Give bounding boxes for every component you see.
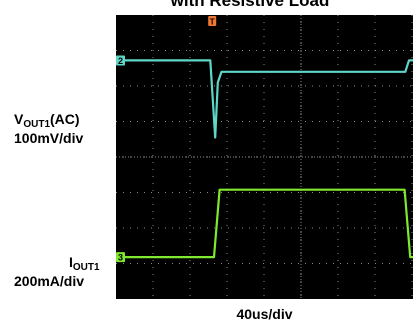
- iout1-label-main: I: [69, 254, 73, 270]
- channel-marker-2: [116, 55, 125, 66]
- channel-marker-3: [116, 252, 125, 263]
- vout1-label-sub: OUT1: [23, 119, 51, 130]
- oscilloscope-screen: 2 3 T: [116, 15, 413, 299]
- iout1-label: IOUT1 200mA/div: [14, 254, 100, 289]
- vout1-label-suffix: (AC): [50, 111, 80, 127]
- vout1-label-main: V: [14, 111, 24, 127]
- trace-iout1: [116, 188, 413, 259]
- iout1-label-sub: OUT1: [72, 262, 100, 273]
- vout1-label: VOUT1(AC) 100mV/div: [14, 111, 83, 146]
- trace-vout1: [116, 59, 413, 139]
- channel-marker-label-2: 2: [118, 56, 123, 66]
- iout1-scale: 200mA/div: [14, 273, 85, 289]
- vout1-scale: 100mV/div: [14, 130, 84, 146]
- oscilloscope-plot: 2 3 T: [116, 15, 413, 299]
- trigger-marker: [208, 16, 217, 26]
- x-axis-scale: 40us/div: [236, 306, 293, 322]
- trigger-marker-label: T: [210, 18, 215, 27]
- chart-title: with Resistive Load: [170, 0, 330, 10]
- channel-marker-label-3: 3: [118, 253, 123, 263]
